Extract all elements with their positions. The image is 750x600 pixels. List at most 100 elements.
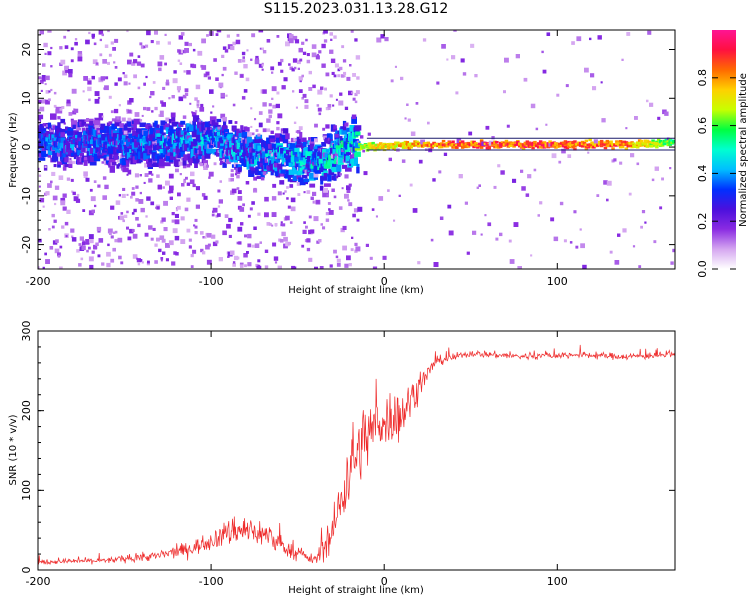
- spectrogram-cell: [192, 142, 197, 149]
- spectrogram-cell-faint: [589, 37, 592, 41]
- spectrogram-cell: [668, 143, 672, 146]
- spectrogram-cell: [332, 148, 338, 155]
- spectrogram-cell: [173, 149, 177, 157]
- spectrogram-cell-faint: [356, 140, 359, 143]
- spectrogram-cell-faint: [499, 232, 503, 237]
- spectrogram-cell-faint: [175, 209, 179, 212]
- spectrogram-cell-faint: [292, 58, 298, 63]
- spectrogram-cell-faint: [352, 213, 356, 218]
- spectrogram-cell-faint: [653, 240, 657, 244]
- spectrogram-cell-faint: [350, 248, 354, 252]
- spectrogram-cell-faint: [108, 121, 113, 126]
- spectrogram-cell-faint: [44, 52, 47, 55]
- spectrogram-cell-faint: [342, 245, 347, 251]
- spectrogram-cell-faint: [151, 110, 154, 113]
- spectrogram-cell: [100, 123, 106, 130]
- spectrogram-cell: [112, 133, 120, 140]
- spectrogram-cell-faint: [334, 63, 339, 68]
- spectrogram-cell: [148, 158, 153, 164]
- spectrogram-cell: [335, 130, 339, 137]
- spectrogram-cell-faint: [316, 104, 320, 107]
- spectrogram-cell-faint: [349, 154, 355, 159]
- snr-y-tick-label: 200: [20, 400, 33, 421]
- spectrogram-cell: [411, 144, 415, 147]
- spectrogram-cell-faint: [95, 62, 99, 65]
- spectrogram-cell-faint: [211, 213, 215, 217]
- spectrogram-cell-faint: [264, 212, 269, 218]
- spectrogram-cell-faint: [284, 162, 288, 166]
- spectrogram-cell-faint: [205, 244, 210, 250]
- spectrogram-cell-faint: [101, 262, 105, 266]
- spectrogram-cell-faint: [154, 30, 158, 35]
- spectrogram-cell-faint: [329, 32, 333, 36]
- spectrogram-cell: [250, 167, 256, 174]
- spectrogram-cell: [512, 144, 516, 148]
- spectrogram-cell: [620, 145, 625, 149]
- spectrogram-cell-faint: [126, 173, 129, 176]
- snr-y-label: SNR (10 * v/v): [8, 414, 19, 485]
- spectrogram-cell-faint: [487, 222, 492, 227]
- spectrogram-cell: [51, 134, 56, 141]
- spectrogram-cell: [249, 139, 253, 143]
- spectrogram-cell: [164, 147, 168, 155]
- spectrogram-cell: [66, 138, 71, 146]
- spectrogram-cell-faint: [171, 219, 175, 223]
- spectrogram-cell: [561, 143, 566, 146]
- colorbar-tick-label: 0.4: [696, 165, 709, 183]
- spectrogram-cell-faint: [401, 159, 406, 163]
- spectrogram-cell: [664, 138, 669, 142]
- spectrogram-cell-faint: [272, 104, 276, 109]
- spectrogram-cell-faint: [609, 250, 613, 254]
- spectrogram-cell-faint: [177, 90, 181, 93]
- spectrogram-cell: [103, 141, 110, 147]
- spectrogram-cell-faint: [302, 93, 307, 98]
- spectrogram-cell: [41, 151, 47, 158]
- spectrogram-cell: [51, 156, 59, 162]
- spectrogram-cell: [516, 140, 520, 144]
- spectrogram-cell-faint: [199, 161, 204, 167]
- spectrogram-cell-faint: [118, 255, 122, 260]
- spectrogram-cell-faint: [232, 261, 236, 264]
- spectrogram-cell: [647, 140, 651, 144]
- spectrogram-cell-faint: [168, 173, 174, 179]
- spectrogram-cell-faint: [251, 201, 255, 205]
- spectrogram-cell-faint: [468, 131, 473, 136]
- spectrogram-cell-faint: [225, 94, 228, 97]
- spectrogram-cell-faint: [285, 215, 290, 221]
- spectrogram-cell: [643, 142, 648, 146]
- spectrogram-cell-faint: [47, 51, 52, 56]
- spectrogram-cell: [657, 142, 661, 146]
- spectrogram-cell: [620, 142, 625, 145]
- spectrogram-cell-faint: [110, 41, 114, 45]
- spectrogram-cell: [288, 162, 294, 167]
- spectrogram-cell-faint: [58, 175, 64, 180]
- spectrogram-cell: [540, 141, 545, 145]
- spectrogram-cell-faint: [59, 245, 63, 249]
- spectrogram-cell-faint: [273, 256, 279, 261]
- spectrogram-cell-faint: [322, 127, 326, 131]
- spectrogram-cell: [636, 141, 640, 144]
- spectrogram-cell-faint: [317, 148, 322, 153]
- spectrogram-cell-faint: [236, 256, 240, 260]
- spectrogram-cell: [611, 143, 615, 146]
- spectrogram-cell-faint: [156, 237, 160, 242]
- spectrogram-cell: [89, 147, 93, 154]
- spectrogram-cell-faint: [325, 218, 330, 222]
- spectrogram-cell-faint: [569, 241, 573, 244]
- spectrogram-cell: [159, 110, 164, 117]
- spectrogram-cell: [432, 142, 436, 145]
- spectrogram-cell: [331, 166, 339, 173]
- spectrogram-cell: [145, 145, 152, 150]
- spectrogram-cell-faint: [352, 97, 356, 101]
- spectrogram-cell: [122, 167, 129, 173]
- spectrogram-cell: [441, 143, 446, 147]
- spectrogram-cell-faint: [277, 61, 282, 66]
- spectrogram-cell-faint: [146, 196, 151, 201]
- spectrogram-cell-faint: [48, 228, 51, 231]
- spectrogram-cell: [47, 122, 52, 130]
- spectrogram-cell: [544, 144, 549, 147]
- spectrogram-cell-faint: [240, 74, 244, 78]
- spectrogram-cell: [109, 154, 116, 160]
- spectrogram-cell: [121, 157, 126, 166]
- spectrogram-cell-faint: [178, 35, 183, 40]
